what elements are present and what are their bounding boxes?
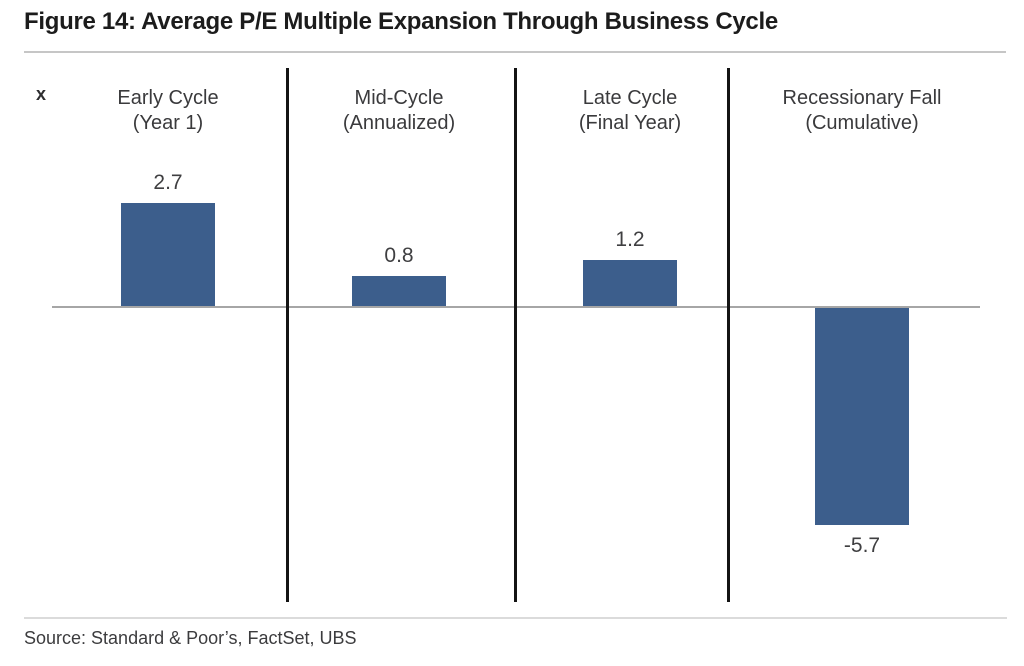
category-header-line: Mid-Cycle [354,87,444,109]
category-header-line: (Final Year) [578,112,682,134]
category-header-line: Recessionary Fall [782,87,942,109]
value-label: 0.8 [384,244,414,267]
title-divider [24,51,1006,53]
section-divider [727,68,730,602]
category-header-line: (Year 1) [132,112,204,134]
axis-unit-label: x [36,84,47,104]
category-header-line: Early Cycle [117,87,219,109]
value-label: 1.2 [615,228,645,251]
section-divider [286,68,289,602]
source-note: Source: Standard & Poor’s, FactSet, UBS [24,628,357,648]
category-header: Recessionary Fall (Cumulative) [783,86,942,136]
category-header: Early Cycle (Year 1) [117,86,218,136]
category-header-line: (Annualized) [342,112,456,134]
bar [352,276,446,306]
bar-chart: x Early Cycle (Year 1) 2.7 Mid-Cycle (Annual… [0,62,1024,607]
figure-title: Figure 14: Average P/E Multiple Expansio… [24,8,778,35]
category-header-line: (Cumulative) [805,112,919,134]
category-header: Late Cycle (Final Year) [579,86,681,136]
category-header: Mid-Cycle (Annualized) [343,86,455,136]
bar [583,260,677,306]
section-divider [514,68,517,602]
value-label: 2.7 [153,171,183,194]
bar [815,308,909,525]
footer-divider [24,617,1007,619]
category-header-line: Late Cycle [582,87,678,109]
value-label: -5.7 [843,534,881,557]
bar [121,203,215,306]
